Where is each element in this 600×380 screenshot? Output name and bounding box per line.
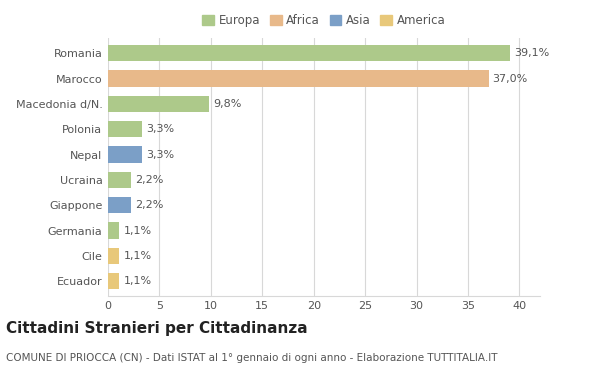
Bar bbox=[108, 273, 119, 290]
Text: 1,1%: 1,1% bbox=[124, 276, 152, 286]
Text: 3,3%: 3,3% bbox=[146, 150, 174, 160]
Bar bbox=[108, 248, 119, 264]
Bar bbox=[108, 70, 488, 87]
Bar bbox=[108, 96, 209, 112]
Text: Cittadini Stranieri per Cittadinanza: Cittadini Stranieri per Cittadinanza bbox=[6, 321, 308, 336]
Legend: Europa, Africa, Asia, America: Europa, Africa, Asia, America bbox=[202, 14, 446, 27]
Bar bbox=[108, 121, 142, 138]
Bar bbox=[108, 172, 131, 188]
Bar bbox=[108, 222, 119, 239]
Text: 37,0%: 37,0% bbox=[493, 74, 528, 84]
Text: 39,1%: 39,1% bbox=[514, 48, 550, 58]
Text: 9,8%: 9,8% bbox=[213, 99, 241, 109]
Bar bbox=[108, 146, 142, 163]
Text: 2,2%: 2,2% bbox=[135, 200, 163, 210]
Text: 3,3%: 3,3% bbox=[146, 124, 174, 134]
Bar bbox=[108, 197, 131, 214]
Bar bbox=[108, 45, 510, 62]
Text: 2,2%: 2,2% bbox=[135, 175, 163, 185]
Text: 1,1%: 1,1% bbox=[124, 226, 152, 236]
Text: 1,1%: 1,1% bbox=[124, 251, 152, 261]
Text: COMUNE DI PRIOCCA (CN) - Dati ISTAT al 1° gennaio di ogni anno - Elaborazione TU: COMUNE DI PRIOCCA (CN) - Dati ISTAT al 1… bbox=[6, 353, 497, 363]
